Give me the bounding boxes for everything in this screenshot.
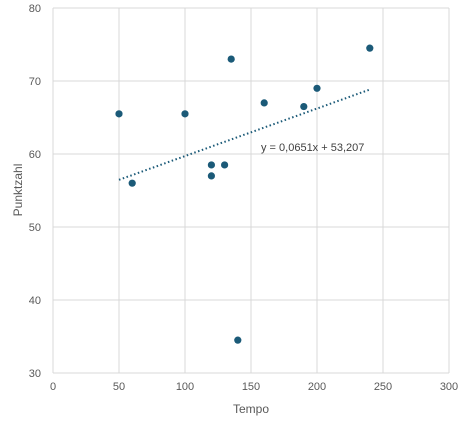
x-tick-label: 50 <box>113 381 125 393</box>
data-point <box>207 161 215 169</box>
x-tick-label: 300 <box>440 381 458 393</box>
y-tick-label: 70 <box>29 76 41 88</box>
trendline-equation: y = 0,0651x + 53,207 <box>261 142 364 154</box>
y-tick-label: 30 <box>29 368 41 380</box>
x-tick-label: 200 <box>308 381 326 393</box>
gridlines <box>52 7 450 374</box>
trendline <box>118 88 371 181</box>
x-tick-label: 150 <box>242 381 260 393</box>
y-axis-ticks: 30 40 50 60 70 80 <box>29 3 41 380</box>
data-point <box>300 102 308 111</box>
data-point <box>313 84 321 92</box>
x-axis-ticks: 0 50 100 150 200 250 300 <box>50 381 458 393</box>
data-point <box>115 110 123 118</box>
data-point <box>227 55 235 63</box>
y-tick-label: 40 <box>29 295 41 307</box>
x-axis-title: Tempo <box>233 402 269 416</box>
y-tick-label: 60 <box>29 149 41 161</box>
data-point <box>128 179 136 187</box>
x-tick-label: 0 <box>50 381 56 393</box>
data-point <box>234 336 242 344</box>
y-axis-title: Punktzahl <box>11 164 25 217</box>
data-points <box>115 44 374 344</box>
data-point <box>366 44 374 52</box>
y-tick-label: 50 <box>29 222 41 234</box>
x-tick-label: 250 <box>374 381 392 393</box>
trendline-group: y = 0,0651x + 53,207 <box>118 88 371 181</box>
data-point <box>221 161 229 169</box>
data-point <box>260 99 268 107</box>
y-tick-label: 80 <box>29 3 41 15</box>
data-point <box>181 110 189 118</box>
data-point <box>207 172 215 180</box>
x-tick-label: 100 <box>176 381 194 393</box>
